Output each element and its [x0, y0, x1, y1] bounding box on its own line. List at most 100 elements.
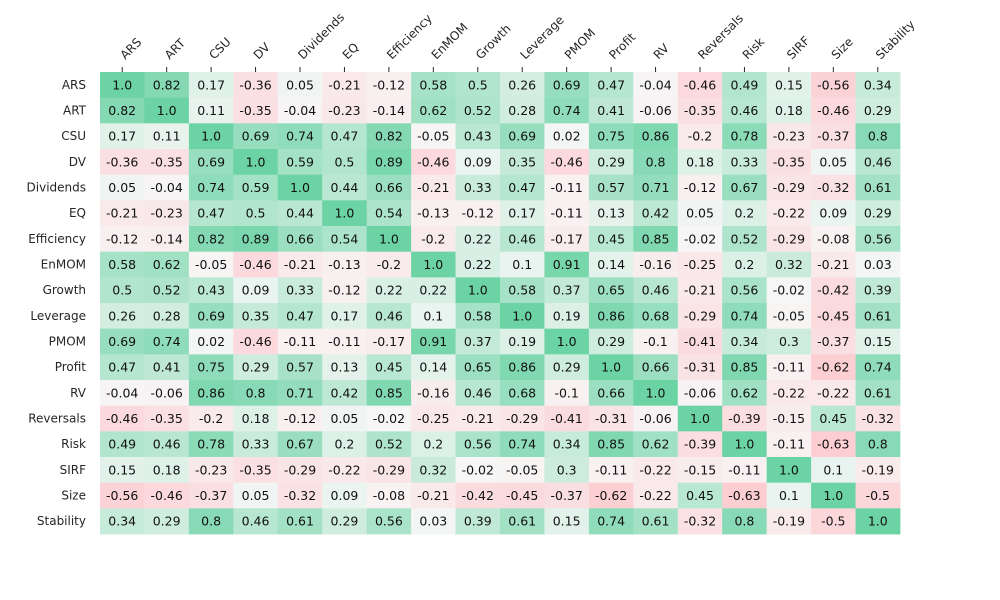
heatmap-cell	[233, 72, 279, 99]
y-tick-label: DV	[69, 155, 87, 169]
cell-value-label: 0.69	[553, 77, 581, 92]
cell-value-label: -0.46	[417, 154, 449, 169]
cell-value-label: -0.14	[373, 103, 405, 118]
heatmap-cell	[188, 97, 234, 124]
cell-value-label: 0.11	[197, 103, 225, 118]
cell-value-label: -0.35	[150, 411, 182, 426]
y-tick-label: Dividends	[27, 181, 86, 195]
heatmap-cell	[811, 328, 856, 355]
heatmap-cell	[722, 328, 768, 355]
heatmap-cell	[677, 303, 723, 330]
cell-value-label: -0.04	[106, 385, 138, 400]
heatmap-cell	[722, 174, 768, 201]
cell-value-label: 0.85	[642, 231, 670, 246]
heatmap-cell	[100, 149, 145, 176]
heatmap-cell	[100, 174, 145, 201]
heatmap-cell	[500, 277, 545, 304]
heatmap-cell	[722, 200, 768, 227]
heatmap-cell	[233, 482, 279, 509]
heatmap-cell	[811, 251, 856, 278]
cell-value-label: 0.1	[512, 257, 532, 272]
heatmap-cell	[277, 508, 323, 535]
x-tick-label: Efficiency	[384, 11, 435, 62]
heatmap-cell	[633, 123, 679, 150]
cell-value-label: 0.46	[464, 385, 492, 400]
cell-value-label: -0.35	[150, 154, 182, 169]
heatmap-cell	[322, 328, 368, 355]
heatmap-cell	[411, 72, 456, 99]
y-tick-label: PMOM	[49, 335, 86, 349]
cell-value-label: -0.06	[150, 385, 182, 400]
cell-value-label: 0.61	[864, 385, 892, 400]
heatmap-cell	[544, 174, 590, 201]
y-tick-label: EnMOM	[41, 258, 86, 272]
cell-value-label: 0.02	[553, 129, 581, 144]
heatmap-cell	[855, 380, 901, 407]
heatmap-cell	[722, 149, 768, 176]
heatmap-cell	[766, 508, 812, 535]
cell-value-label: 0.28	[153, 308, 181, 323]
heatmap-cell	[144, 482, 190, 509]
heatmap-cell	[277, 72, 323, 99]
heatmap-cell	[144, 72, 190, 99]
cell-value-label: 0.2	[734, 257, 754, 272]
cell-value-label: -0.46	[239, 334, 271, 349]
cell-value-label: 0.45	[686, 488, 714, 503]
cell-value-label: 0.86	[642, 129, 670, 144]
cell-value-label: -0.17	[373, 334, 405, 349]
cell-value-label: -0.21	[284, 257, 316, 272]
cell-value-label: -0.35	[773, 154, 805, 169]
heatmap-cell	[500, 482, 545, 509]
cell-value-label: 0.78	[197, 437, 225, 452]
cell-value-label: 1.0	[334, 206, 354, 221]
heatmap-cell	[277, 457, 323, 484]
cell-value-label: -0.12	[462, 206, 494, 221]
heatmap-cell	[233, 200, 279, 227]
heatmap-cell	[633, 277, 679, 304]
heatmap-cell	[677, 380, 723, 407]
cell-value-label: -0.22	[817, 385, 849, 400]
cell-value-label: 1.0	[423, 257, 443, 272]
cell-value-label: 0.15	[864, 334, 892, 349]
cell-value-label: 0.71	[286, 385, 314, 400]
cell-value-label: 0.33	[242, 437, 270, 452]
heatmap-cell	[855, 482, 901, 509]
heatmap-cell	[811, 72, 856, 99]
cell-value-label: -0.22	[328, 462, 360, 477]
cell-value-label: -0.2	[688, 129, 712, 144]
cell-value-label: -0.08	[817, 231, 849, 246]
cell-value-label: 1.0	[512, 308, 532, 323]
heatmap-cell	[455, 226, 501, 253]
heatmap-cell	[100, 72, 145, 99]
heatmap-cell	[455, 123, 501, 150]
heatmap-cell	[500, 303, 545, 330]
heatmap-cell	[544, 149, 590, 176]
cell-value-label: -0.29	[773, 231, 805, 246]
heatmap-cell	[766, 149, 812, 176]
cell-value-label: -0.02	[684, 231, 716, 246]
y-tick-label: Size	[61, 489, 86, 503]
heatmap-cell	[544, 303, 590, 330]
cell-value-label: -0.22	[639, 488, 671, 503]
heatmap-cell	[588, 123, 634, 150]
heatmap-cell	[455, 482, 501, 509]
cell-value-label: 0.47	[508, 180, 536, 195]
cell-value-label: 0.05	[686, 206, 714, 221]
heatmap-cell	[322, 149, 368, 176]
heatmap-cell	[811, 277, 856, 304]
cell-value-label: 0.58	[419, 77, 447, 92]
cell-value-label: -0.32	[862, 411, 894, 426]
heatmap-cell	[322, 380, 368, 407]
cell-value-label: 0.58	[464, 308, 492, 323]
heatmap-cell	[455, 431, 501, 458]
heatmap-cell	[722, 482, 768, 509]
heatmap-cell	[588, 457, 634, 484]
cell-value-label: -0.19	[773, 514, 805, 529]
heatmap-cell	[144, 354, 190, 381]
heatmap-cell	[100, 431, 145, 458]
heatmap-cell	[588, 174, 634, 201]
heatmap-cell	[277, 149, 323, 176]
cell-value-label: 0.69	[242, 129, 270, 144]
heatmap-cell	[677, 97, 723, 124]
y-tick-label: Leverage	[30, 309, 86, 323]
